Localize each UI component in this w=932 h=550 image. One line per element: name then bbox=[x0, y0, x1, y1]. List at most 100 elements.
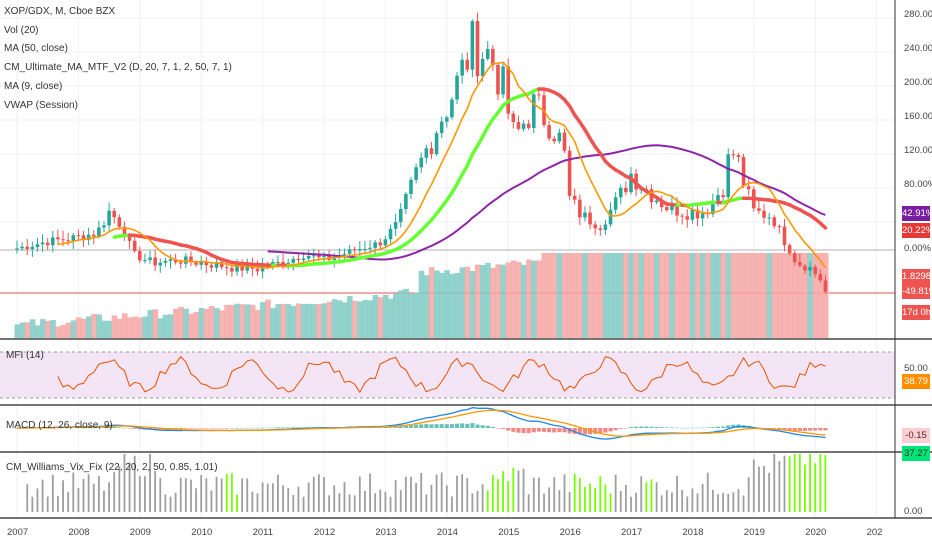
candle-body bbox=[117, 217, 122, 227]
vix-bar bbox=[676, 475, 678, 512]
candle-body bbox=[624, 187, 628, 193]
candle-body bbox=[76, 235, 81, 237]
candle-body bbox=[608, 209, 613, 225]
macd-histogram-bar bbox=[460, 423, 465, 428]
macd-histogram-bar bbox=[255, 427, 260, 429]
macd-histogram-bar bbox=[229, 428, 234, 429]
ultimate-ma-segment bbox=[818, 221, 828, 230]
volume-bar bbox=[357, 301, 363, 338]
volume-bar bbox=[781, 253, 788, 338]
macd-histogram-bar bbox=[659, 427, 664, 428]
candle-body bbox=[537, 94, 541, 96]
candle-body bbox=[419, 157, 424, 168]
vix-bar bbox=[123, 454, 126, 512]
vix-value-tag: 37.27 bbox=[902, 446, 930, 461]
volume-bar bbox=[213, 308, 220, 338]
countdown-tag: 17d 0h bbox=[902, 305, 930, 320]
vix-bar bbox=[778, 461, 781, 512]
volume-bar bbox=[771, 253, 778, 338]
vix-bar bbox=[179, 477, 182, 512]
legend-volume[interactable]: Vol (20) bbox=[4, 24, 39, 36]
volume-bar bbox=[127, 317, 133, 338]
candle-body bbox=[189, 256, 193, 263]
vix-bar bbox=[650, 479, 653, 512]
macd-histogram-bar bbox=[444, 424, 449, 428]
mfi-label[interactable]: MFI (14) bbox=[6, 350, 44, 361]
vix-bar bbox=[609, 493, 612, 512]
volume-bar bbox=[741, 253, 747, 338]
macd-histogram-bar bbox=[96, 427, 101, 429]
vix-bar bbox=[681, 490, 684, 512]
volume-bar bbox=[198, 307, 205, 338]
candle-body bbox=[593, 224, 597, 229]
legend-symbol[interactable]: XOP/GDX, M, Cboe BZX bbox=[4, 6, 116, 17]
macd-histogram-bar bbox=[449, 424, 454, 428]
candle-body bbox=[470, 21, 475, 70]
macd-histogram-bar bbox=[541, 428, 547, 432]
candle-body bbox=[373, 242, 377, 248]
vix-bar bbox=[732, 492, 735, 512]
candle-body bbox=[813, 266, 817, 275]
vix-bar bbox=[624, 484, 627, 512]
mfi-line bbox=[57, 356, 826, 394]
macd-histogram-bar bbox=[439, 424, 444, 428]
macd-histogram-bar bbox=[183, 428, 188, 429]
volume-bar bbox=[178, 306, 184, 338]
volume-bar bbox=[802, 253, 809, 338]
vix-bar bbox=[97, 475, 100, 512]
candle-body bbox=[491, 48, 495, 65]
volume-bar bbox=[597, 253, 604, 338]
candle-body bbox=[138, 250, 142, 261]
vix-bar bbox=[538, 477, 540, 512]
volume-bar bbox=[577, 253, 583, 338]
candle-body bbox=[521, 123, 526, 129]
volume-bar bbox=[50, 320, 56, 338]
volume-bar bbox=[142, 316, 148, 338]
volume-bar bbox=[700, 253, 706, 338]
volume-bar bbox=[746, 253, 752, 338]
volume-bar bbox=[449, 273, 455, 338]
candle-body bbox=[818, 274, 823, 281]
volume-bar bbox=[311, 304, 317, 338]
vix-bar bbox=[51, 474, 54, 512]
time-tick: 202 bbox=[866, 527, 883, 538]
legend-ultimate-ma[interactable]: CM_Ultimate_MA_MTF_V2 (D, 20, 7, 1, 2, 5… bbox=[4, 62, 232, 74]
vix-bar bbox=[502, 471, 504, 512]
vix-bar bbox=[809, 454, 811, 512]
volume-bar bbox=[111, 315, 118, 338]
macd-histogram-bar bbox=[598, 428, 603, 434]
candle-body bbox=[823, 280, 828, 292]
volume-bar bbox=[454, 272, 461, 338]
volume-bar bbox=[439, 272, 445, 338]
vix-bar bbox=[466, 478, 469, 512]
legend-vwap[interactable]: VWAP (Session) bbox=[4, 99, 78, 111]
legend-ma9[interactable]: MA (9, close) bbox=[4, 80, 63, 92]
volume-bar bbox=[70, 320, 77, 338]
ultimate-ma-segment bbox=[455, 172, 464, 186]
volume-bar bbox=[45, 320, 51, 338]
candle-body bbox=[803, 265, 807, 271]
volume-bar bbox=[24, 322, 31, 338]
macd-histogram-bar bbox=[209, 428, 214, 429]
macd-histogram-bar bbox=[454, 423, 460, 428]
candle-body bbox=[363, 248, 367, 250]
vix-bar bbox=[343, 482, 346, 512]
candle-body bbox=[808, 266, 812, 271]
candle-body bbox=[322, 255, 326, 258]
volume-bar bbox=[244, 304, 251, 338]
time-tick: 2007 bbox=[7, 527, 29, 538]
vix-bar bbox=[747, 477, 750, 512]
candle-body bbox=[132, 240, 137, 251]
candle-body bbox=[178, 262, 183, 264]
volume-bar bbox=[567, 253, 573, 338]
macd-histogram-bar bbox=[153, 428, 158, 430]
candle-body bbox=[588, 212, 592, 225]
vix-label[interactable]: CM_Williams_Vix_Fix (22, 20, 2, 50, 0.85… bbox=[6, 462, 218, 473]
volume-bar bbox=[459, 267, 466, 338]
legend-ma50[interactable]: MA (50, close) bbox=[4, 43, 68, 55]
macd-histogram-bar bbox=[705, 427, 710, 429]
volume-bar bbox=[300, 304, 307, 338]
macd-histogram-bar bbox=[132, 428, 137, 429]
macd-label[interactable]: MACD (12, 26, close, 9) bbox=[6, 420, 113, 431]
